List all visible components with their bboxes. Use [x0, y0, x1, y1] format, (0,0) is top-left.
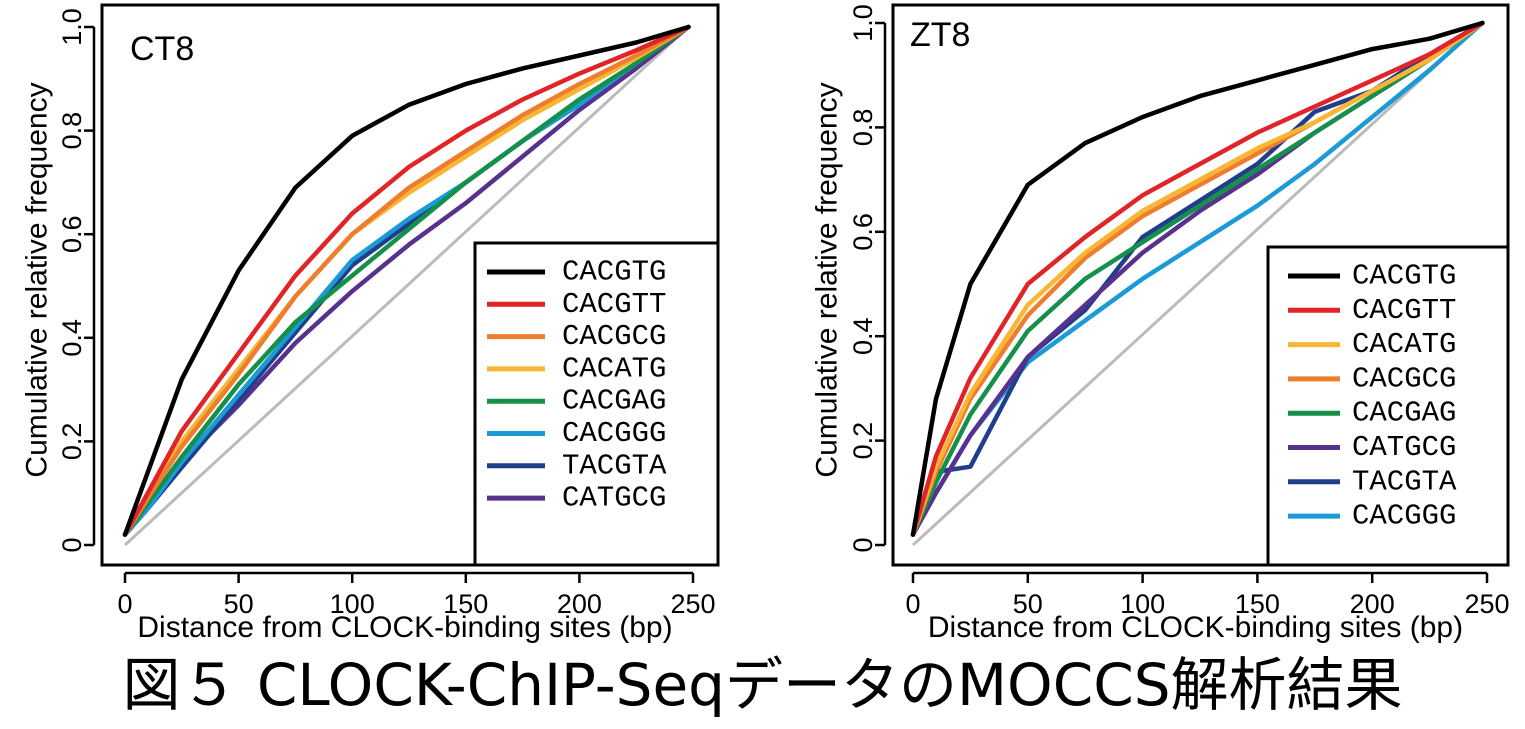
legend-label-cacgtt: CACGTT [562, 288, 666, 321]
series-line-cacgtt [910, 20, 1485, 537]
series-line-cacgcg [122, 24, 691, 537]
x-axis-label: Distance from CLOCK-binding sites (bp) [928, 611, 1463, 644]
y-tick-label: 0.8 [848, 109, 878, 147]
series-line-cacgtg [122, 24, 691, 537]
panel-label: ZT8 [910, 16, 970, 54]
legend: CACGTGCACGTTCACATGCACGCGCACGAGCATGCGTACG… [1266, 245, 1510, 567]
x-tick-label: 150 [1235, 589, 1280, 619]
y-axis-label: Cumulative relative frequency [21, 82, 54, 477]
legend-label-cacgtt: CACGTT [1352, 294, 1456, 327]
x-tick-label: 50 [1013, 589, 1043, 619]
x-tick-label: 200 [1350, 589, 1395, 619]
y-tick-label: 0.4 [848, 317, 878, 355]
legend: CACGTGCACGTTCACGCGCACATGCACGAGCACGGGTACG… [473, 241, 720, 567]
legend-label-cacgcg: CACGCG [562, 320, 666, 353]
legend-label-catgcg: CATGCG [1352, 431, 1456, 464]
legend-label-cacgag: CACGAG [1352, 397, 1456, 430]
y-tick-label: 0 [57, 537, 87, 552]
legend-label-cacatg: CACATG [1352, 328, 1456, 361]
legend-box [473, 241, 720, 567]
y-tick-label: 1.0 [57, 8, 87, 46]
series-line-cacggg [122, 24, 691, 537]
legend-label-cacggg: CACGGG [1352, 500, 1456, 533]
legend-label-tacgta: TACGTA [1352, 465, 1457, 498]
x-tick-label: 0 [117, 589, 132, 619]
x-tick-label: 200 [557, 589, 602, 619]
diagonal-reference-line [123, 25, 690, 547]
x-tick-label: 150 [443, 589, 488, 619]
y-tick-label: 0.8 [57, 112, 87, 150]
y-tick-label: 0.6 [848, 213, 878, 251]
series-line-cacgag [910, 20, 1485, 537]
x-tick-label: 0 [905, 589, 920, 619]
y-tick-label: 0.2 [57, 423, 87, 461]
figure-canvas: 0 50 100 150 200 250 0 0.2 0.4 0.6 0.8 1.0 Distance … [21, 3, 1510, 644]
y-axis-label: Cumulative relative frequency [811, 82, 844, 477]
legend-label-cacgag: CACGAG [562, 385, 666, 418]
y-tick-label: 0 [848, 537, 878, 552]
series-line-cacatg [910, 20, 1485, 537]
figure-caption: 図５ CLOCK-ChIP-SeqデータのMOCCS解析結果 [122, 651, 1403, 719]
x-tick-label: 100 [1120, 589, 1165, 619]
series-line-cacgtg [910, 20, 1485, 537]
legend-box [1266, 245, 1510, 567]
series-line-cacgag [122, 24, 691, 537]
chart-panel-ct8: 0 50 100 150 200 250 0 0.2 0.4 0.6 0.8 1.0 Distance … [21, 3, 720, 644]
y-tick-label: 0.6 [57, 215, 87, 253]
x-tick-label: 250 [1464, 589, 1509, 619]
legend-label-cacgtg: CACGTG [562, 256, 666, 289]
chart-panel-zt8: 0 50 100 150 200 250 0 0.2 0.4 0.6 0.8 1.0 Distance … [811, 3, 1510, 644]
diagonal-reference-line [911, 21, 1484, 547]
legend-label-cacgtg: CACGTG [1352, 260, 1456, 293]
x-axis-label: Distance from CLOCK-binding sites (bp) [137, 611, 672, 644]
legend-label-tacgta: TACGTA [562, 449, 667, 482]
y-tick-label: 1.0 [848, 4, 878, 42]
legend-label-catgcg: CATGCG [562, 482, 666, 515]
legend-label-cacggg: CACGGG [562, 417, 666, 450]
legend-label-cacatg: CACATG [562, 352, 666, 385]
x-tick-label: 50 [224, 589, 254, 619]
y-tick-label: 0.2 [848, 422, 878, 460]
y-tick-label: 0.4 [57, 319, 87, 357]
series-line-cacgtt [122, 24, 691, 537]
x-tick-label: 100 [330, 589, 375, 619]
x-tick-label: 250 [670, 589, 715, 619]
panel-label: CT8 [130, 30, 194, 68]
legend-label-cacgcg: CACGCG [1352, 362, 1456, 395]
